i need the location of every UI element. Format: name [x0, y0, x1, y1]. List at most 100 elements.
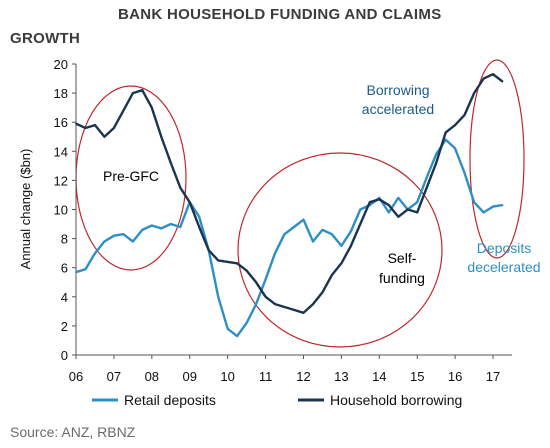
data-point	[169, 162, 172, 164]
data-point	[122, 109, 125, 112]
data-point	[473, 201, 475, 204]
chart-axes: 0 2 4 6 8 10 12 14 16 18 20 06 07 08 09 10 11 12 13 14 15 16 1…	[18, 57, 512, 384]
data-point	[302, 311, 305, 314]
data-point	[245, 269, 248, 272]
data-point	[359, 208, 362, 211]
x-tick-label: 07	[107, 369, 121, 384]
data-point	[264, 295, 267, 298]
data-point	[94, 252, 96, 255]
y-tick-label: 6	[61, 261, 68, 276]
data-point	[492, 205, 494, 208]
data-point	[245, 322, 248, 324]
data-point	[160, 227, 163, 230]
data-point	[103, 135, 106, 138]
data-point	[482, 211, 485, 214]
data-point	[293, 308, 295, 311]
annotation-deposits-decelerated: Deposits decelerated	[467, 240, 540, 275]
chart-series	[75, 73, 504, 338]
data-point	[349, 244, 352, 247]
data-point	[359, 223, 362, 225]
data-point	[217, 259, 220, 262]
data-point	[321, 291, 324, 294]
data-point	[454, 147, 457, 150]
data-point	[122, 233, 125, 236]
y-tick-label: 2	[61, 319, 68, 334]
x-tick-label: 14	[372, 369, 386, 384]
data-point	[131, 92, 134, 94]
data-point	[425, 186, 428, 189]
y-tick-label: 14	[54, 144, 68, 159]
data-point	[397, 215, 400, 218]
data-point	[264, 278, 267, 281]
data-point	[198, 215, 201, 218]
self-funding-circle	[237, 152, 443, 348]
data-point	[141, 228, 144, 231]
y-tick-label: 16	[54, 115, 68, 130]
data-point	[188, 201, 191, 204]
data-point	[501, 204, 504, 207]
x-tick-label: 08	[145, 369, 159, 384]
data-point	[94, 124, 96, 127]
data-point	[207, 249, 210, 252]
data-point	[321, 228, 324, 231]
x-tick-label: 15	[410, 369, 424, 384]
data-point	[113, 127, 115, 129]
data-point	[473, 92, 475, 94]
data-point	[131, 240, 134, 243]
legend-label-retail-deposits: Retail deposits	[124, 392, 216, 408]
y-tick-label: 18	[54, 86, 68, 101]
data-point	[150, 224, 153, 227]
data-point	[463, 114, 466, 116]
data-point	[387, 204, 390, 207]
data-point	[425, 176, 428, 179]
data-point	[444, 131, 447, 134]
y-tick-label: 12	[54, 173, 68, 188]
chart-annotations: Pre-GFC Self-funding Borrowing accelerated D…	[103, 82, 541, 286]
data-point	[84, 268, 87, 271]
data-point	[160, 135, 163, 138]
data-point	[255, 303, 257, 305]
data-point	[331, 274, 333, 276]
data-point	[255, 281, 257, 284]
y-tick-label: 20	[54, 57, 68, 72]
data-point	[368, 201, 371, 204]
data-point	[435, 162, 438, 164]
data-point	[150, 106, 153, 109]
annotation-pre-gfc: Pre-GFC	[103, 168, 159, 184]
recent-divergence-circle	[469, 59, 525, 259]
data-point	[236, 335, 239, 337]
highlight-circles	[75, 59, 525, 348]
data-point	[416, 211, 419, 214]
y-tick-label: 8	[61, 232, 68, 247]
data-point	[274, 252, 276, 255]
data-point	[226, 327, 229, 330]
data-point	[312, 303, 314, 305]
x-tick-label: 17	[486, 369, 500, 384]
data-point	[179, 226, 182, 228]
data-point	[217, 295, 220, 298]
series-line-retail-deposits	[75, 138, 503, 338]
data-point	[378, 198, 381, 201]
x-tick-label: 11	[259, 369, 273, 384]
y-tick-label: 0	[61, 348, 68, 363]
data-point	[84, 127, 87, 129]
data-point	[397, 196, 400, 199]
data-point	[236, 262, 239, 265]
source-note: Source: ANZ, RBNZ	[10, 424, 136, 440]
x-tick-label: 12	[296, 369, 310, 384]
y-tick-label: 4	[61, 290, 68, 305]
annotation-self-funding: Self-funding	[379, 250, 425, 286]
data-point	[444, 138, 447, 141]
x-tick-label: 09	[183, 369, 197, 384]
data-point	[482, 77, 485, 80]
data-point	[340, 262, 343, 265]
data-point	[340, 244, 343, 247]
x-tick-label: 13	[334, 369, 348, 384]
chart-title-line2: GROWTH	[10, 30, 81, 47]
legend-label-household-borrowing: Household borrowing	[330, 392, 462, 408]
x-tick-label: 10	[220, 369, 234, 384]
data-point	[283, 233, 286, 236]
data-point	[169, 223, 172, 225]
data-point	[312, 240, 314, 243]
chart-title-line1: BANK HOUSEHOLD FUNDING AND CLAIMS	[118, 6, 442, 23]
